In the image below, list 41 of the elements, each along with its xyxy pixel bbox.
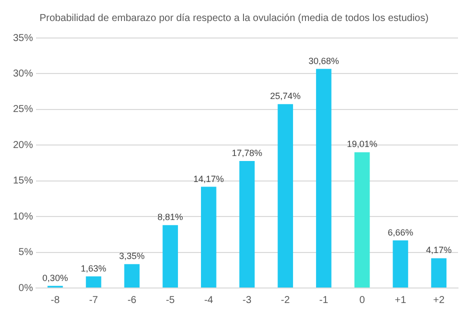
x-tick-label: -4 [204,294,214,306]
x-tick-label: 0 [359,294,366,306]
data-label: 6,66% [388,227,414,238]
y-tick-label: 25% [13,104,34,116]
y-tick-label: 35% [13,32,34,44]
data-label: 1,63% [80,263,106,274]
y-tick-label: 0% [18,282,34,294]
chart-title: Probabilidad de embarazo por día respecto a la ovulación (media de todos los estudios) [39,12,429,24]
x-tick-label: -5 [166,294,176,306]
bar [431,258,446,288]
data-label: 14,17% [193,174,224,184]
x-tick-label: +2 [433,294,445,306]
x-tick-label: -1 [319,294,329,306]
data-label: 4,17% [426,245,452,256]
x-tick-label: -2 [280,294,290,306]
data-label: 17,78% [232,148,262,158]
bar [316,68,332,288]
bar [124,264,140,288]
y-tick-label: 10% [13,211,34,222]
data-label: 3,35% [119,251,145,262]
y-tick-label: 5% [18,247,34,258]
data-label: 30,68% [308,56,339,66]
bar [162,225,178,288]
bar [392,240,408,288]
bar [354,152,370,288]
bar [86,276,102,288]
x-tick-label: +1 [394,294,407,306]
bar [200,186,216,288]
x-tick-label: -6 [127,294,137,306]
y-tick-label: 30% [13,68,34,80]
x-tick-label: -7 [89,294,98,306]
data-label: 19,01% [346,139,378,150]
bar [278,104,294,288]
x-tick-label: -8 [50,294,60,306]
x-tick-label: -3 [242,294,252,306]
data-label: 25,74% [270,91,301,102]
data-label: 8,81% [158,212,184,222]
data-label: 0,30% [42,272,68,283]
y-tick-label: 15% [13,176,34,187]
bar [239,161,255,288]
y-tick-label: 20% [13,140,34,151]
